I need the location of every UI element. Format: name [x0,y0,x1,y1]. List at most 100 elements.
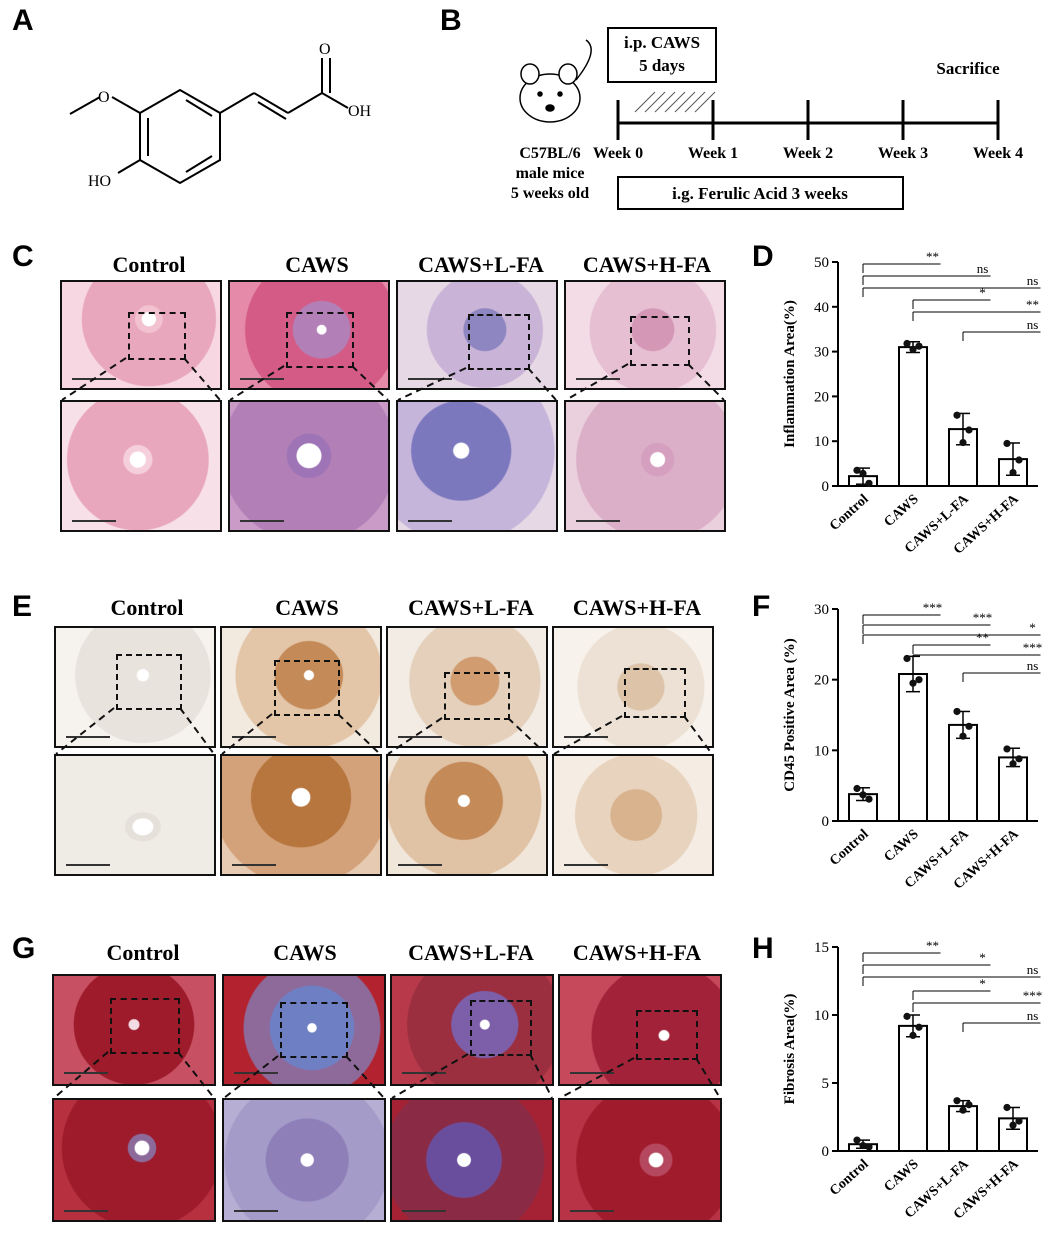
data-point [965,426,973,434]
bar [948,723,978,822]
mouse-icon [519,39,592,123]
data-point [915,676,923,684]
ihc-caws-zoom [220,754,382,876]
col-head-e-control: Control [110,595,184,620]
x-tick-label: Control [827,492,872,534]
data-point [853,784,861,793]
significance-label: ns [1027,273,1039,288]
scale-bar [402,1072,446,1074]
ferulic-acid-structure: O HO O OH [69,41,372,190]
ip-caws-label: i.p. CAWS [624,33,700,52]
syringe-icon [634,91,716,113]
significance-label: ns [1027,317,1039,332]
scale-bar [240,520,284,522]
data-point [959,1106,967,1114]
data-point [959,438,967,447]
y-tick-label: 40 [814,300,829,316]
data-point [1003,1103,1011,1112]
data-point [1009,760,1017,768]
week-3-label: Week 3 [878,145,928,162]
data-point [1003,439,1011,448]
week-2-label: Week 2 [783,145,833,162]
roi-box [636,1010,698,1060]
panel-label-c: C [12,240,34,273]
scale-bar [66,864,110,866]
panel-label-a: A [12,4,34,37]
ip-days-label: 5 days [639,56,685,75]
data-point [915,1023,923,1031]
data-point [865,1143,873,1151]
significance-label: ns [977,261,989,276]
roi-box [280,1002,348,1058]
significance-label: * [979,285,986,300]
significance-label: * [1029,620,1036,635]
data-point [859,1141,867,1150]
scale-bar [564,864,608,866]
chart-inflammation-area: 0 10 20 30 40 50 Inflammation Area(%) Control CA… [782,250,1041,558]
ho-label: HO [88,173,111,190]
scale-bar [234,1210,278,1212]
roi-box [286,312,354,368]
panel-label-e: E [12,590,33,623]
ihc-caws-overview [220,626,382,748]
y-tick-label: 0 [822,1144,830,1160]
x-tick-label: CAWS [882,492,922,530]
roi-box [630,316,690,366]
roi-box [444,672,510,720]
ig-label: i.g. Ferulic Acid 3 weeks [672,184,848,203]
data-point [953,707,961,716]
y-tick-label: 30 [814,602,829,618]
y-tick-label: 20 [814,673,829,689]
y-tick-label: 10 [814,1008,829,1024]
data-point [1009,1121,1017,1129]
roi-box [468,314,530,370]
bar [898,1024,928,1152]
scale-bar [576,378,620,380]
data-point [1015,456,1023,464]
zoom-projection-lines [53,357,725,1099]
panel-label-f: F [752,590,771,623]
data-point [903,654,911,663]
significance-label: ns [1027,658,1039,673]
y-tick-label: 20 [814,389,829,405]
panel-label-g: G [12,932,36,965]
significance-label: *** [1023,640,1043,655]
data-point [1015,1117,1023,1125]
significance-label: *** [973,610,993,625]
masson-caws-zoom [222,1098,386,1222]
significance-label: ** [926,938,939,953]
roi-box [624,668,686,718]
significance-label: ** [976,630,989,645]
scale-bar [232,736,276,738]
ihc-hfa-overview [552,626,714,748]
roi-box [128,312,186,360]
scale-bar [64,1072,108,1074]
chart-cd45-positive-area: 0 10 20 30 CD45 Positive Area (%) Control CAWS… [782,600,1043,893]
ihc-lfa-overview [386,626,548,748]
data-point [909,345,917,353]
data-point [909,1031,917,1039]
ip-caws-box [607,27,717,83]
masson-control-zoom [52,1098,216,1222]
data-point [859,791,867,799]
roi-box [116,654,182,710]
data-point [965,722,973,730]
scale-bar [64,1210,108,1212]
data-point [1015,755,1023,763]
data-point [865,479,873,487]
y-tick-label: 10 [814,743,829,759]
scale-bar [398,864,442,866]
methoxy-o-label: O [98,89,110,106]
y-tick-label: 0 [822,479,830,495]
data-point [903,339,911,348]
x-tick-label: Control [827,827,872,869]
he-lfa-zoom [396,400,558,532]
scale-bar [66,736,110,738]
ihc-hfa-zoom [552,754,714,876]
y-tick-label: 30 [814,345,829,361]
significance-label: ** [926,250,939,264]
col-head-g-lfa: CAWS+L-FA [408,940,534,965]
col-head-c-control: Control [112,252,186,277]
col-head-g-caws: CAWS [273,940,337,965]
data-point [859,469,867,478]
